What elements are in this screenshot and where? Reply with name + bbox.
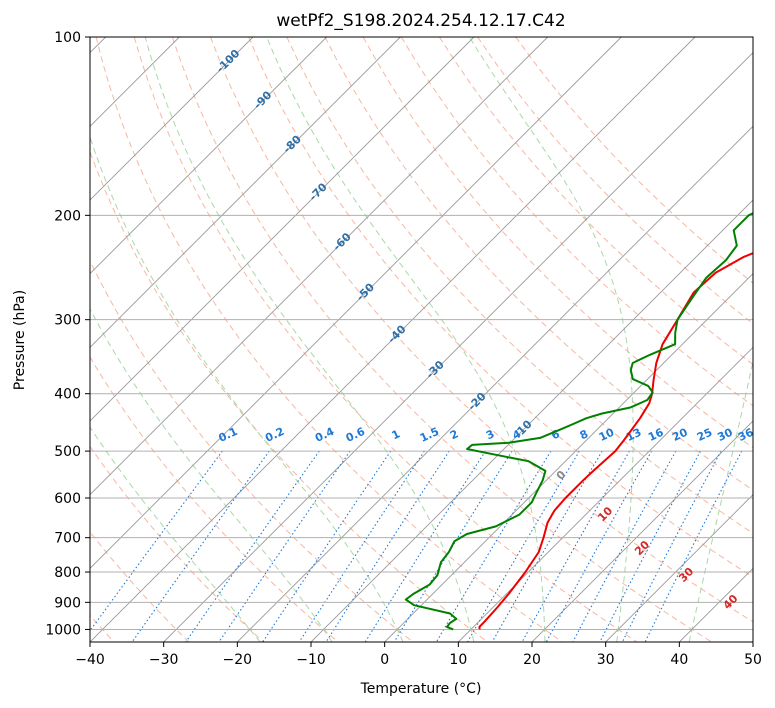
x-axis-ticks: −40 −30 −20 −10 0 10 20 30 40 50 xyxy=(75,642,762,668)
x-tick-label: 10 xyxy=(449,652,467,668)
moist-adiabat xyxy=(688,358,753,642)
x-axis-label: Temperature (°C) xyxy=(360,681,482,697)
y-tick-label: 400 xyxy=(54,387,81,403)
moist-adiabat xyxy=(90,426,261,642)
mixing-ratio-label: 36 xyxy=(736,426,756,444)
x-tick-label: 50 xyxy=(744,652,762,668)
x-tick-label: 20 xyxy=(523,652,541,668)
dry-adiabat xyxy=(171,37,712,642)
x-tick-label: −20 xyxy=(223,652,253,668)
moist-adiabat xyxy=(144,37,475,642)
plot-area xyxy=(90,37,753,642)
background-lines xyxy=(90,37,753,642)
dry-adiabat xyxy=(133,37,638,642)
mixing-ratio-line xyxy=(185,450,320,642)
y-tick-label: 100 xyxy=(54,30,81,46)
dry-adiabat xyxy=(90,445,264,642)
sounding-series xyxy=(404,212,753,631)
mixing-ratio-line xyxy=(298,450,425,642)
y-axis-ticks: 100 200 300 400 500 600 700 800 900 1000 xyxy=(45,30,90,638)
x-tick-label: −30 xyxy=(149,652,179,668)
mixing-ratio-label: 25 xyxy=(695,426,714,444)
x-tick-label: 0 xyxy=(380,652,389,668)
y-axis-label: Pressure (hPa) xyxy=(12,290,28,390)
mixing-ratio-label: 10 xyxy=(597,426,617,444)
dry-adiabat xyxy=(95,37,563,642)
mixing-ratio-line xyxy=(545,450,653,642)
y-tick-label: 500 xyxy=(54,444,81,460)
isotherm xyxy=(310,199,753,642)
isotherm xyxy=(90,37,401,348)
isotherm xyxy=(90,37,696,642)
y-tick-label: 200 xyxy=(54,208,81,224)
x-tick-label: 30 xyxy=(597,652,615,668)
y-tick-label: 600 xyxy=(54,491,81,507)
moist-adiabat xyxy=(90,308,333,642)
x-tick-label: −10 xyxy=(296,652,326,668)
isotherm xyxy=(163,52,753,642)
mixing-ratio-line xyxy=(521,450,630,642)
mixing-ratio-line xyxy=(90,450,223,632)
y-tick-label: 700 xyxy=(54,531,81,547)
mixing-ratio-line xyxy=(393,450,513,642)
dry-adiabat xyxy=(210,37,753,623)
isotherm xyxy=(458,346,753,642)
mixing-ratio-line xyxy=(644,450,743,642)
mixing-ratio-line xyxy=(491,450,603,642)
isotherm xyxy=(90,37,548,496)
isotherm xyxy=(90,37,622,569)
mixing-ratio-label: 20 xyxy=(670,426,690,444)
dry-adiabat xyxy=(90,150,488,642)
plot-frame xyxy=(89,36,754,643)
isotherm xyxy=(384,273,753,642)
mixing-ratio-label: 13 xyxy=(624,426,643,444)
x-tick-label: 40 xyxy=(670,652,688,668)
pressure-gridlines xyxy=(90,37,753,630)
chart-title: wetPf2_S198.2024.254.12.17.C42 xyxy=(276,11,565,31)
mixing-ratio-line xyxy=(572,450,677,642)
dry-adiabat xyxy=(438,37,753,366)
y-tick-label: 1000 xyxy=(45,622,81,638)
isotherm xyxy=(605,494,753,642)
mixing-ratio-line xyxy=(621,450,722,642)
dry-adiabat xyxy=(248,37,753,578)
isotherm xyxy=(90,37,475,422)
isotherm xyxy=(752,641,753,642)
dewpoint-line xyxy=(404,212,753,631)
y-tick-label: 800 xyxy=(54,565,81,581)
isotherm xyxy=(90,37,254,201)
isotherm xyxy=(531,420,753,642)
y-tick-label: 900 xyxy=(54,595,81,611)
y-tick-label: 300 xyxy=(54,313,81,329)
moist-adiabat xyxy=(266,37,546,642)
moist-adiabat xyxy=(90,135,404,642)
mixing-ratio-label: 30 xyxy=(715,426,735,444)
mixing-ratio-line xyxy=(218,450,351,642)
mixing-ratio-label: 16 xyxy=(646,426,666,444)
isotherm xyxy=(90,37,327,275)
mixing-ratio-line xyxy=(262,450,392,642)
dry-adiabat xyxy=(90,356,339,642)
x-tick-label: −40 xyxy=(75,652,105,668)
dry-adiabat xyxy=(324,37,753,491)
isotherm xyxy=(237,125,753,642)
mixing-ratio-line xyxy=(599,450,701,642)
dry-adiabat xyxy=(477,37,753,325)
temperature-line xyxy=(478,252,753,630)
